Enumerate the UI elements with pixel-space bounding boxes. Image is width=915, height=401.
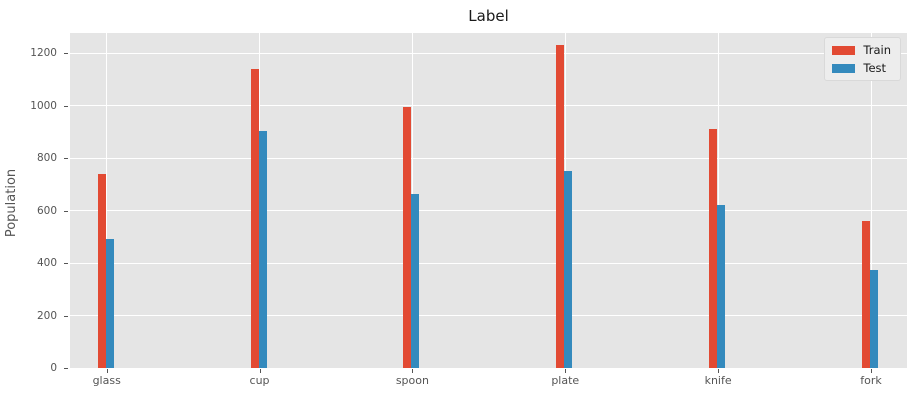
train-swatch bbox=[832, 45, 856, 55]
bar-test-knife bbox=[717, 205, 726, 368]
bar-train-glass bbox=[97, 173, 106, 368]
legend-label-train: Train bbox=[863, 43, 891, 57]
gridline-y-200 bbox=[70, 315, 907, 317]
x-tick-label-glass: glass bbox=[92, 374, 121, 387]
gridline-y-800 bbox=[70, 157, 907, 159]
x-tick-mark-plate bbox=[565, 369, 567, 373]
bar-train-fork bbox=[862, 221, 870, 368]
x-tick-mark-fork bbox=[871, 369, 872, 373]
gridline-x-glass bbox=[106, 33, 108, 368]
y-tick-mark-200 bbox=[64, 315, 68, 317]
legend-entry-test: Test bbox=[832, 61, 891, 75]
plot-area: Train Test bbox=[70, 33, 907, 369]
bar-test-spoon bbox=[411, 193, 420, 368]
x-tick-mark-knife bbox=[718, 369, 720, 373]
x-tick-label-spoon: spoon bbox=[395, 374, 429, 387]
x-tick-mark-cup bbox=[259, 369, 261, 373]
y-tick-mark-0 bbox=[64, 368, 68, 369]
y-axis-label: Population bbox=[4, 168, 19, 238]
y-tick-label-400: 400 bbox=[36, 257, 57, 270]
bar-test-cup bbox=[258, 130, 267, 368]
y-tick-mark-600 bbox=[64, 210, 68, 212]
bar-test-fork bbox=[870, 269, 878, 368]
legend-entry-train: Train bbox=[832, 43, 891, 57]
gridline-y-1200 bbox=[70, 52, 907, 54]
y-tick-mark-400 bbox=[64, 263, 68, 265]
x-tick-label-plate: plate bbox=[551, 374, 580, 387]
gridline-x-knife bbox=[717, 33, 719, 368]
bar-train-plate bbox=[556, 45, 565, 368]
gridline-y-400 bbox=[70, 262, 907, 264]
y-tick-label-1000: 1000 bbox=[30, 99, 57, 112]
gridline-y-600 bbox=[70, 210, 907, 212]
chart-title: Label bbox=[468, 7, 509, 25]
y-tick-label-600: 600 bbox=[36, 204, 57, 217]
y-tick-mark-800 bbox=[64, 158, 68, 160]
y-tick-mark-1200 bbox=[64, 53, 68, 55]
bar-train-cup bbox=[250, 68, 259, 368]
bar-train-knife bbox=[709, 129, 718, 368]
y-tick-label-800: 800 bbox=[36, 152, 57, 165]
bar-train-spoon bbox=[403, 106, 412, 368]
gridline-y-0 bbox=[70, 367, 907, 369]
bar-test-glass bbox=[105, 239, 114, 368]
x-tick-label-cup: cup bbox=[249, 374, 270, 387]
gridline-y-1000 bbox=[70, 105, 907, 107]
legend: Train Test bbox=[824, 37, 901, 81]
y-tick-label-1200: 1200 bbox=[30, 47, 57, 60]
x-tick-mark-spoon bbox=[412, 369, 414, 373]
x-tick-label-fork: fork bbox=[860, 374, 882, 387]
x-tick-mark-glass bbox=[106, 369, 108, 373]
legend-label-test: Test bbox=[863, 61, 887, 75]
gridline-x-fork bbox=[870, 33, 872, 368]
x-tick-label-knife: knife bbox=[704, 374, 732, 387]
y-tick-mark-1000 bbox=[64, 105, 68, 107]
y-tick-label-200: 200 bbox=[36, 309, 57, 322]
y-tick-label-0: 0 bbox=[50, 362, 57, 374]
test-swatch bbox=[832, 63, 856, 73]
bar-test-plate bbox=[564, 171, 573, 368]
